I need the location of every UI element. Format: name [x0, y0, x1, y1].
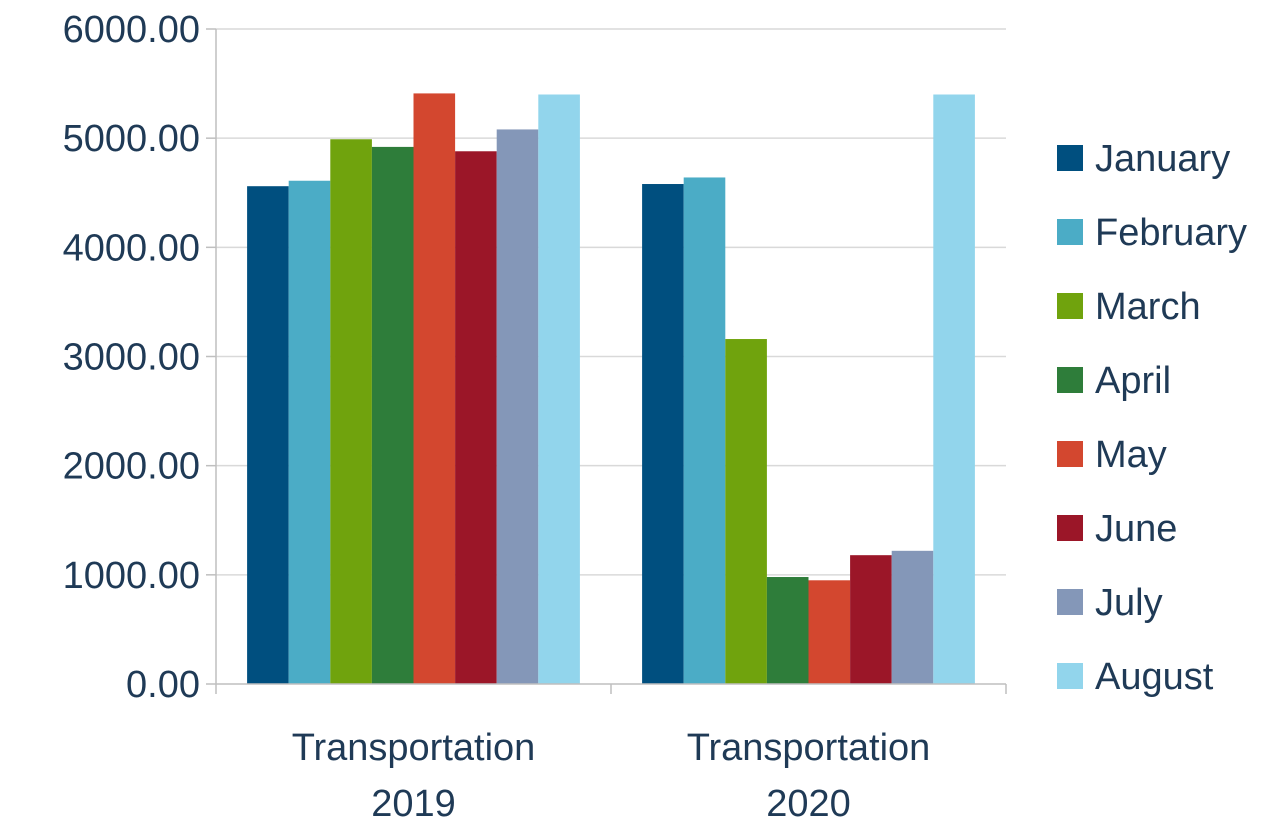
legend-swatch-march — [1057, 293, 1083, 319]
legend-label-july: July — [1095, 582, 1163, 624]
bar-june — [850, 555, 892, 684]
y-tick-label: 4000.00 — [63, 227, 200, 269]
bar-february — [683, 177, 726, 684]
bar-february — [288, 180, 331, 684]
x-category-label-line: 2019 — [371, 783, 456, 822]
y-tick-label: 6000.00 — [63, 9, 200, 51]
legend-swatch-august — [1057, 663, 1083, 689]
bars — [247, 93, 975, 685]
legend-swatch-may — [1057, 441, 1083, 467]
x-category-label: Transportation 2020 — [687, 727, 931, 822]
bar-march — [725, 339, 767, 684]
x-category-label-line: Transportation — [687, 727, 931, 769]
x-axis-categories: Transportation 2019 Transportation 2020 — [292, 727, 931, 822]
bar-august — [933, 94, 975, 684]
bar-may — [808, 580, 851, 684]
x-category-label-line: 2020 — [766, 783, 851, 822]
x-category-label: Transportation 2019 — [292, 727, 536, 822]
legend-label-january: January — [1095, 138, 1230, 180]
legend-label-june: June — [1095, 508, 1177, 550]
y-tick-label: 5000.00 — [63, 118, 200, 160]
legend-swatch-january — [1057, 145, 1083, 171]
legend-label-august: August — [1095, 656, 1214, 698]
bar-april — [371, 146, 414, 684]
bar-july — [496, 129, 539, 684]
legend-label-april: April — [1095, 360, 1171, 402]
y-tick-label: 2000.00 — [63, 446, 200, 488]
y-tick-label: 0.00 — [126, 664, 200, 706]
bar-august — [538, 94, 580, 684]
bar-may — [413, 93, 456, 685]
axes — [215, 29, 1007, 694]
legend-label-february: February — [1095, 212, 1247, 254]
bar-january — [642, 184, 684, 684]
bar-july — [891, 550, 934, 684]
legend-swatch-february — [1057, 219, 1083, 245]
y-axis-ticks: 0.00 1000.00 2000.00 3000.00 4000.00 5000.00 6… — [63, 9, 216, 706]
legend-swatch-april — [1057, 367, 1083, 393]
legend-swatch-july — [1057, 589, 1083, 615]
y-tick-label: 1000.00 — [63, 555, 200, 597]
y-tick-label: 3000.00 — [63, 337, 200, 379]
bar-march — [330, 139, 372, 685]
bar-june — [455, 151, 497, 684]
x-category-label-line: Transportation — [292, 727, 536, 769]
legend-swatch-june — [1057, 515, 1083, 541]
bar-april — [766, 577, 809, 684]
bar-january — [247, 186, 289, 684]
legend-label-march: March — [1095, 286, 1201, 328]
legend-label-may: May — [1095, 434, 1167, 476]
legend: January February March April May June July Augu… — [1057, 138, 1247, 698]
